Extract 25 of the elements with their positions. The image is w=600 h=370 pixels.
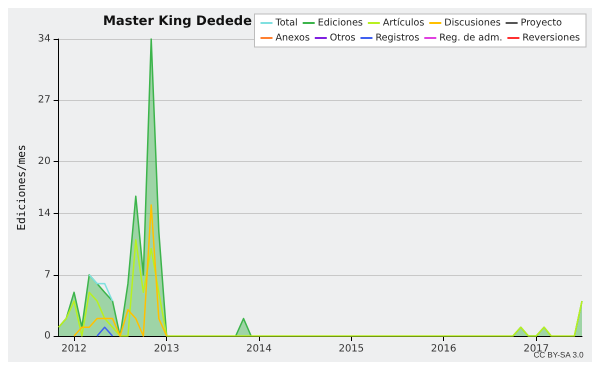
y-tick-label: 14	[38, 208, 51, 220]
x-tick-label: 2013	[154, 344, 180, 354]
legend-label: Proyecto	[520, 18, 562, 28]
x-tick-label: 2012	[61, 344, 87, 354]
legend-label: Discusiones	[444, 18, 501, 28]
legend-label: Anexos	[276, 32, 310, 44]
legend-label: Reversiones	[522, 32, 580, 44]
y-tick-label: 34	[38, 34, 51, 44]
chart-title: Master King Dedede	[103, 14, 252, 29]
legend-label: Total	[274, 18, 298, 28]
x-tick-label: 2014	[246, 344, 272, 354]
x-tick-label: 2016	[430, 344, 456, 354]
legend-label: Registros	[375, 32, 420, 44]
line-series	[73, 204, 168, 337]
y-tick-label: 27	[38, 94, 51, 106]
legend-label: Ediciones	[318, 18, 363, 28]
y-axis-title: Ediciones/mes	[15, 144, 28, 231]
legend-label: Artículos	[382, 18, 424, 28]
y-tick-label: 0	[44, 330, 51, 342]
text: CC BY-SA 3.0	[534, 350, 584, 360]
x-tick-label: 2015	[338, 344, 364, 354]
y-tick-label: 7	[44, 269, 51, 280]
legend-label: Reg. de adm.	[439, 32, 502, 44]
y-tick-label: 20	[38, 156, 51, 167]
legend-label: Otros	[330, 32, 356, 44]
